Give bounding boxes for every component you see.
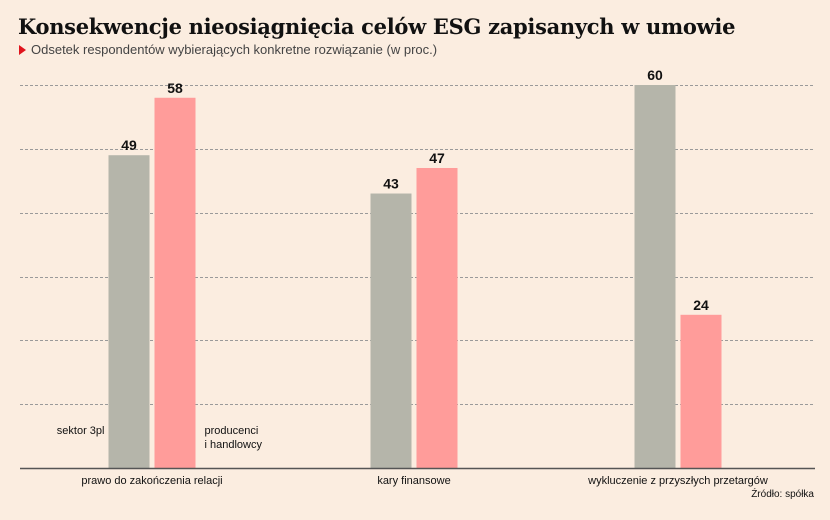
category-label: kary finansowe — [377, 475, 450, 487]
bar-sektor-3pl-2 — [370, 193, 412, 468]
data-label: 47 — [429, 150, 445, 166]
data-label: 58 — [167, 80, 183, 96]
chart-subtitle: Odsetek respondentów wybierających konkr… — [19, 42, 437, 57]
legend-producenci-line: i handlowcy — [205, 439, 263, 451]
source-note: Źródło: spółka — [751, 489, 814, 500]
category-label: prawo do zakończenia relacji — [81, 475, 222, 487]
bar-producenci-3 — [680, 314, 722, 468]
data-label: 49 — [121, 137, 137, 153]
category-label: wykluczenie z przyszłych przetargów — [587, 475, 768, 487]
data-label: 24 — [693, 297, 709, 313]
chart-title: Konsekwencje nieosiągnięcia celów ESG za… — [18, 14, 736, 39]
data-label: 60 — [647, 67, 663, 83]
legend-producenci-line: producenci — [205, 425, 259, 437]
legend-sektor-3pl: sektor 3pl — [57, 425, 105, 437]
bar-sektor-3pl-3 — [634, 85, 676, 468]
bar-producenci-1 — [154, 97, 196, 469]
data-label: 43 — [383, 176, 399, 192]
bar-producenci-2 — [416, 167, 458, 468]
bar-sektor-3pl-1 — [108, 155, 150, 468]
chart-subtitle-text: Odsetek respondentów wybierających konkr… — [31, 42, 438, 57]
triangle-marker-icon — [19, 45, 26, 55]
